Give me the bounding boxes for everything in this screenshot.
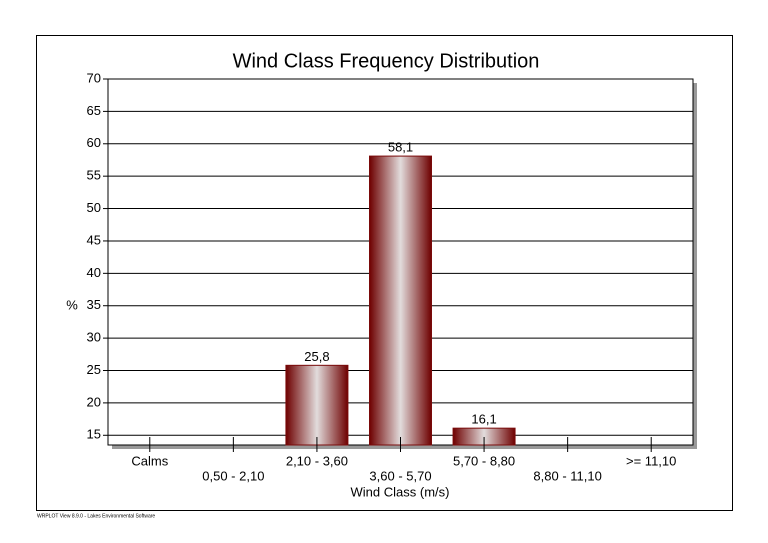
y-tick-label: 20 [87, 394, 101, 409]
data-label: 58,1 [388, 140, 413, 155]
y-tick-label: 55 [87, 168, 101, 183]
bar [285, 364, 349, 446]
footer: WRPLOT View 8.9.0 - Lakes Environmental … [37, 513, 155, 519]
data-label: 25,8 [304, 349, 329, 364]
data-label: 16,1 [471, 412, 496, 427]
y-tick-label: 40 [87, 265, 101, 280]
x-tick-label: 8,80 - 11,10 [533, 468, 601, 483]
y-tick-label: 15 [87, 427, 101, 442]
x-tick-label: 3,60 - 5,70 [369, 468, 431, 483]
x-tick-label: 0,50 - 2,10 [202, 468, 264, 483]
x-tick-label: 5,70 - 8,80 [453, 453, 515, 468]
bar [369, 155, 432, 446]
y-tick-label: 50 [87, 200, 101, 215]
x-tick-label: Calms [131, 453, 168, 468]
chart-title: Wind Class Frequency Distribution [233, 50, 540, 72]
x-axis-label: Wind Class (m/s) [351, 484, 450, 499]
y-axis-label: % [66, 297, 78, 312]
y-tick-label: 25 [87, 362, 101, 377]
y-tick-label: 30 [87, 330, 101, 345]
y-tick-label: 70 [87, 70, 101, 85]
x-tick-label: >= 11,10 [626, 453, 676, 468]
y-tick-label: 65 [87, 103, 101, 118]
y-tick-label: 60 [87, 135, 101, 150]
y-tick-label: 35 [87, 297, 101, 312]
y-tick-label: 45 [87, 232, 101, 247]
x-tick-label: 2,10 - 3,60 [286, 453, 348, 468]
